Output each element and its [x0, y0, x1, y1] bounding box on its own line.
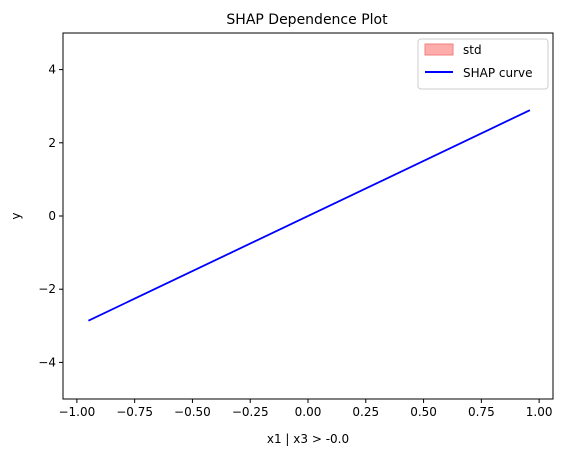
x-axis-ticks: −1.00 −0.75 −0.50 −0.25 0.00 0.25 0.50 0.75 1.00: [58, 399, 552, 419]
x-tick-label: 0.00: [295, 405, 322, 419]
x-tick-label: 1.00: [526, 405, 553, 419]
y-tick-label: 4: [48, 63, 56, 77]
x-axis-label: x1 | x3 > -0.0: [267, 432, 349, 446]
series-layer: [88, 109, 531, 322]
y-axis-ticks: −4 −2 0 2 4: [38, 63, 63, 369]
shap-curve-line: [88, 109, 531, 322]
x-tick-label: −1.00: [58, 405, 95, 419]
y-tick-label: −4: [38, 355, 56, 369]
legend-label-std: std: [463, 43, 482, 57]
legend-swatch-std: [424, 43, 454, 56]
y-tick-label: 0: [48, 209, 56, 223]
y-tick-label: −2: [38, 282, 56, 296]
x-tick-label: 0.25: [352, 405, 379, 419]
x-tick-label: 0.50: [410, 405, 437, 419]
legend-label-shap-curve: SHAP curve: [463, 66, 533, 80]
y-axis-label: y: [9, 212, 23, 219]
x-tick-label: −0.25: [232, 405, 269, 419]
y-tick-label: 2: [48, 136, 56, 150]
legend: std SHAP curve: [417, 38, 549, 90]
x-tick-label: −0.50: [174, 405, 211, 419]
x-tick-label: 0.75: [468, 405, 495, 419]
x-tick-label: −0.75: [116, 405, 153, 419]
chart-title: SHAP Dependence Plot: [226, 12, 388, 28]
